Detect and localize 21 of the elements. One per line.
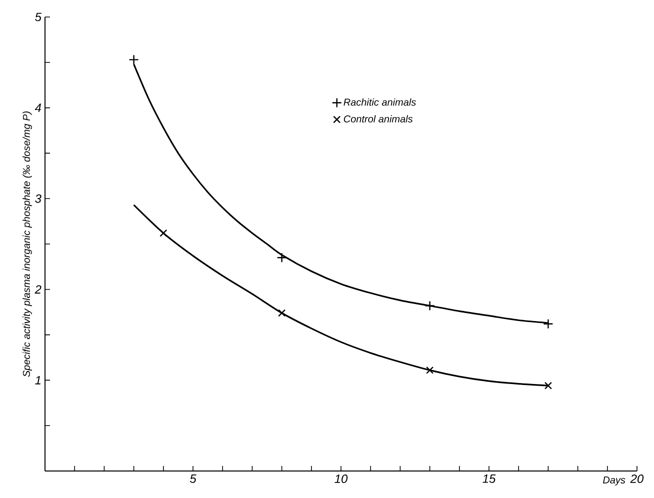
point (278, 309, 286, 317)
point (543, 318, 554, 329)
line-series (133, 204, 549, 386)
y-tick-label: 4 (34, 104, 42, 112)
point (544, 382, 552, 390)
x-tick-label: 15 (482, 474, 496, 483)
legend-label: Control animals (344, 115, 413, 122)
y-axis-title: Specific activity plasma inorganic phosphate (‰ dose/mg P) (22, 112, 32, 377)
y-tick-label: 5 (35, 12, 42, 22)
point (424, 300, 435, 311)
y-tick-label: 1 (35, 376, 40, 384)
point (160, 229, 168, 237)
y-tick-label: 2 (34, 285, 42, 294)
x-axis-title: Days (602, 476, 626, 486)
y-tick-label: 3 (35, 194, 42, 203)
point (426, 366, 434, 374)
legend-label: Rachitic animals (344, 98, 416, 106)
point (276, 252, 287, 263)
x-tick-label: 20 (630, 474, 644, 484)
x-tick-label: 5 (190, 474, 196, 483)
x-tick-label: 10 (334, 474, 348, 484)
